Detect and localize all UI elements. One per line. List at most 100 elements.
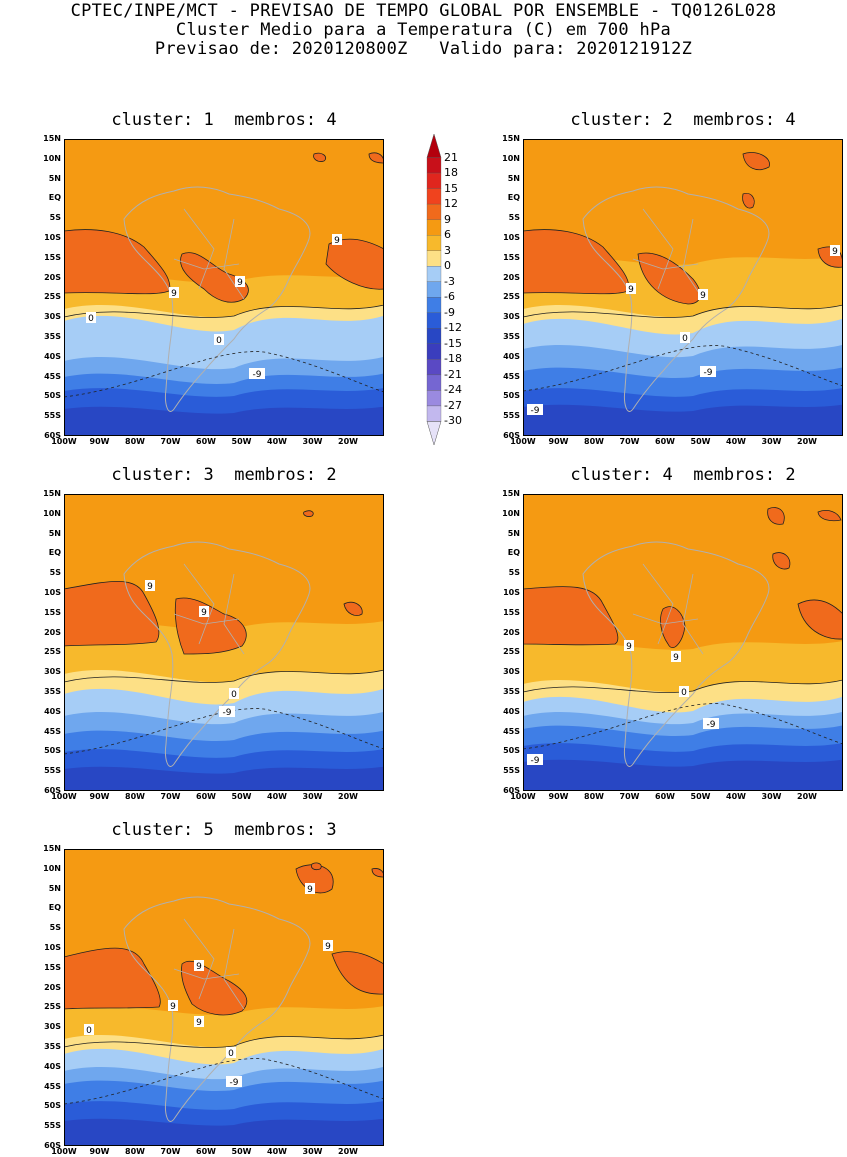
contour-label: 0 [228,1049,234,1059]
lat-tick-label: 20S [44,982,61,992]
lon-tick-label: 30W [761,792,782,801]
contour-label: -9 [704,368,713,378]
colorbar-label: -21 [444,367,462,381]
lon-tick-label: 90W [89,1147,110,1156]
lat-tick-label: 55S [44,411,61,421]
lon-tick-label: 30W [302,1147,323,1156]
map-panel-cluster-3: cluster: 3 membros: 2 9 9 0 -9 15N 10N 5N EQ 5S 10… [0,465,400,815]
lon-tick-label: 20W [338,1147,358,1156]
lat-tick-label: 20S [503,627,520,637]
contour-label: -9 [531,406,540,416]
contour-label: 9 [700,291,706,301]
lat-tick-label: EQ [48,548,61,558]
lon-tick-label: 50W [231,437,252,446]
field-9-12-region [797,599,843,640]
field-m15-m12 [523,404,843,436]
field-9-12-region [311,862,322,871]
lat-tick-label: 25S [44,1002,61,1012]
colorbar-swatch [426,359,442,376]
lon-tick-label: 20W [338,792,358,801]
temperature-map: 9 9 9 0 -9 -9 [523,139,843,436]
field-9-12-region [772,552,791,570]
contour-label: 0 [88,314,94,324]
contour-label: 9 [196,962,202,972]
lat-tick-label: 55S [44,1121,61,1131]
lon-tick-label: 100W [510,792,536,801]
contour-label: 9 [628,285,634,295]
colorbar-swatch [426,328,442,344]
lat-tick-label: 10N [43,508,61,518]
lon-tick-label: 30W [761,437,782,446]
contour-label: 0 [86,1026,92,1036]
lat-tick-label: 15N [43,844,61,853]
lat-tick-label: 10N [502,153,520,163]
contour-0 [64,304,384,318]
colorbar-swatch [426,250,442,267]
lon-tick-label: 90W [89,437,110,446]
lat-tick-label: 30S [44,1022,61,1032]
panel-title: cluster: 5 membros: 3 [111,820,337,840]
lat-tick-label: 40S [503,706,520,716]
lat-tick-label: 50S [503,746,520,756]
lon-tick-label: 40W [267,792,287,801]
contour-minus-9 [64,1058,384,1105]
lat-tick-label: 50S [44,1101,61,1111]
field-9-12-region [64,947,161,1010]
lat-tick-label: 35S [44,687,61,696]
lat-tick-label: 35S [44,332,61,341]
colorbar-label: 12 [444,197,458,211]
country-borders [632,208,704,300]
coastline [582,186,770,412]
field-9-12-region [368,152,384,164]
colorbar-label: -3 [444,274,455,288]
map-panel-cluster-1: cluster: 1 membros: 4 9 9 9 0 0 -9 15N 10N 5N EQ 5S… [0,110,400,460]
field-9-12-region [371,868,384,878]
lat-tick-label: 25S [44,292,61,302]
field-9-12-region [742,192,755,209]
lat-tick-label: 10N [43,153,61,163]
lon-tick-label: 20W [797,437,817,446]
lat-tick-label: 55S [503,766,520,776]
colorbar-label: 21 [444,150,458,164]
lat-tick-label: 5N [48,883,61,893]
lat-tick-label: 10N [43,863,61,873]
lat-tick-label: 50S [503,391,520,401]
panel-title: cluster: 4 membros: 2 [570,465,796,485]
lat-tick-label: 10S [44,943,61,952]
field-9-12-region [64,580,160,647]
lat-tick-label: 15S [44,252,61,262]
lon-tick-label: 40W [726,437,746,446]
lon-tick-label: 60W [196,437,216,446]
lat-tick-label: EQ [48,903,61,913]
country-borders [173,918,245,1010]
lat-tick-label: 30S [44,667,61,677]
lat-tick-label: 5S [49,923,61,933]
contour-label: 9 [201,608,207,618]
contour-label: 9 [171,289,177,299]
lat-tick-label: 45S [44,1081,61,1091]
field-9-12-region [742,152,770,171]
colorbar-swatch [426,297,442,313]
temperature-map: 9 9 0 -9 -9 [523,494,843,791]
lat-tick-label: 45S [44,371,61,381]
contour-label: 9 [196,1018,202,1028]
lon-tick-label: 60W [196,792,216,801]
lat-tick-label: 20S [503,272,520,282]
lon-tick-label: 40W [267,437,287,446]
lon-tick-label: 90W [548,437,569,446]
lon-tick-label: 60W [655,437,675,446]
panel-title: cluster: 3 membros: 2 [111,465,337,485]
colorbar-label: -30 [444,414,462,428]
lon-tick-label: 100W [51,1147,77,1156]
map-panel-cluster-5: cluster: 5 membros: 3 9 9 9 9 9 0 0 -9 15N 10N 5N EQ… [0,820,400,1157]
contour-label: 9 [832,247,838,257]
lat-tick-label: 10S [503,233,520,242]
colorbar-label: 0 [444,259,451,273]
lat-tick-label: 55S [44,766,61,776]
lat-tick-label: 5N [48,528,61,538]
lat-tick-label: 10S [44,588,61,597]
contour-0 [64,669,384,683]
lat-tick-label: 15S [44,962,61,972]
country-borders [173,208,245,300]
lat-tick-label: 60S [44,431,61,440]
